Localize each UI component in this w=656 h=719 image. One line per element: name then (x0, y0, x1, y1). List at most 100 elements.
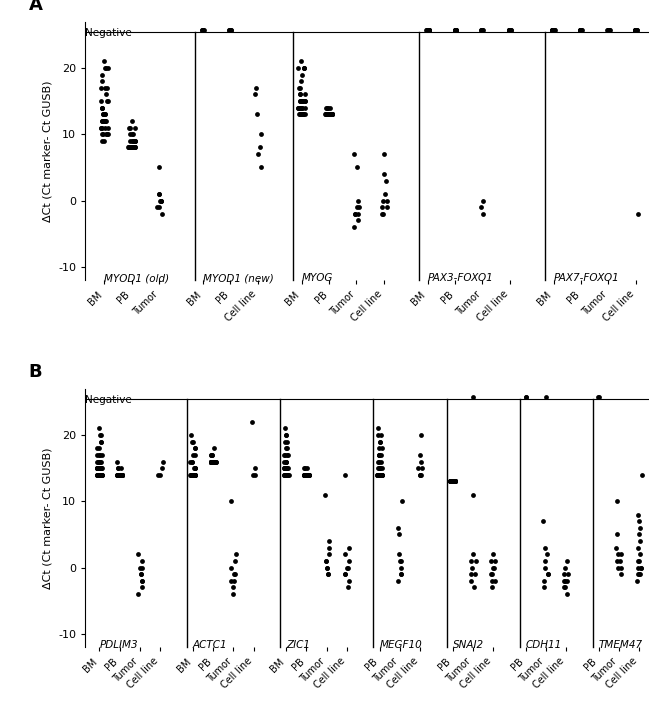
Point (373, 469, 384, 480)
Point (632, 575, 642, 587)
Point (299, 469, 310, 480)
Point (230, 555, 241, 567)
Point (94, 469, 105, 480)
Point (130, 142, 140, 153)
Point (94, 462, 104, 474)
Point (325, 109, 335, 120)
Point (449, 476, 460, 487)
Point (577, 24, 587, 35)
Point (281, 469, 292, 480)
Point (447, 476, 457, 487)
Point (255, 142, 265, 153)
Point (629, 24, 640, 35)
Point (293, 102, 304, 114)
Point (372, 469, 382, 480)
Point (96, 469, 106, 480)
Point (299, 63, 310, 74)
Point (376, 469, 386, 480)
Point (373, 423, 383, 434)
Point (449, 476, 459, 487)
Point (97, 115, 108, 127)
Point (413, 462, 424, 474)
Text: ZIC1: ZIC1 (286, 641, 310, 651)
Point (447, 476, 457, 487)
Point (206, 456, 216, 467)
Point (302, 469, 313, 480)
Point (421, 24, 432, 35)
Point (352, 162, 362, 173)
Point (128, 142, 138, 153)
Point (478, 24, 488, 35)
Point (130, 135, 140, 147)
Point (485, 555, 496, 567)
Point (127, 142, 138, 153)
Point (125, 142, 136, 153)
Point (576, 24, 586, 35)
Point (634, 528, 644, 540)
Point (541, 549, 552, 560)
Point (129, 142, 140, 153)
Text: B: B (29, 363, 43, 381)
Point (375, 469, 385, 480)
Point (424, 24, 434, 35)
Point (112, 469, 123, 480)
Point (255, 162, 266, 173)
Point (489, 555, 500, 567)
Point (112, 469, 123, 480)
Point (197, 24, 207, 35)
Point (504, 24, 514, 35)
Point (424, 24, 434, 35)
Point (576, 24, 586, 35)
Point (189, 469, 199, 480)
Point (156, 195, 167, 206)
Point (450, 24, 461, 35)
Point (280, 436, 291, 447)
Text: PAX3-FOXO1: PAX3-FOXO1 (428, 273, 493, 283)
Point (302, 469, 313, 480)
Point (343, 542, 354, 554)
Point (604, 24, 615, 35)
Point (129, 122, 140, 133)
Point (92, 462, 102, 474)
Point (137, 562, 148, 573)
Point (373, 469, 384, 480)
Point (396, 569, 406, 580)
Point (394, 528, 404, 540)
Point (632, 208, 643, 219)
Point (279, 469, 289, 480)
Point (281, 456, 291, 467)
Point (190, 462, 200, 474)
Y-axis label: ΔCt (Ct marker- Ct GUSB): ΔCt (Ct marker- Ct GUSB) (43, 447, 52, 589)
Point (321, 555, 331, 567)
Point (630, 24, 641, 35)
Point (210, 456, 220, 467)
Point (396, 555, 406, 567)
Point (130, 135, 140, 147)
Point (327, 109, 337, 120)
Point (449, 24, 460, 35)
Point (296, 55, 306, 67)
Point (575, 24, 585, 35)
Point (298, 109, 308, 120)
Point (282, 469, 293, 480)
Point (375, 462, 385, 474)
Point (197, 24, 207, 35)
Point (208, 456, 218, 467)
Point (447, 476, 458, 487)
Point (374, 449, 384, 461)
Point (476, 24, 486, 35)
Point (293, 63, 303, 74)
Point (548, 24, 559, 35)
Point (377, 442, 387, 454)
Point (543, 569, 554, 580)
Point (476, 201, 486, 213)
Point (321, 109, 332, 120)
Point (96, 429, 106, 441)
Point (382, 201, 392, 213)
Point (449, 24, 460, 35)
Point (209, 456, 219, 467)
Point (206, 456, 216, 467)
Point (98, 109, 108, 120)
Point (295, 102, 305, 114)
Point (226, 562, 236, 573)
